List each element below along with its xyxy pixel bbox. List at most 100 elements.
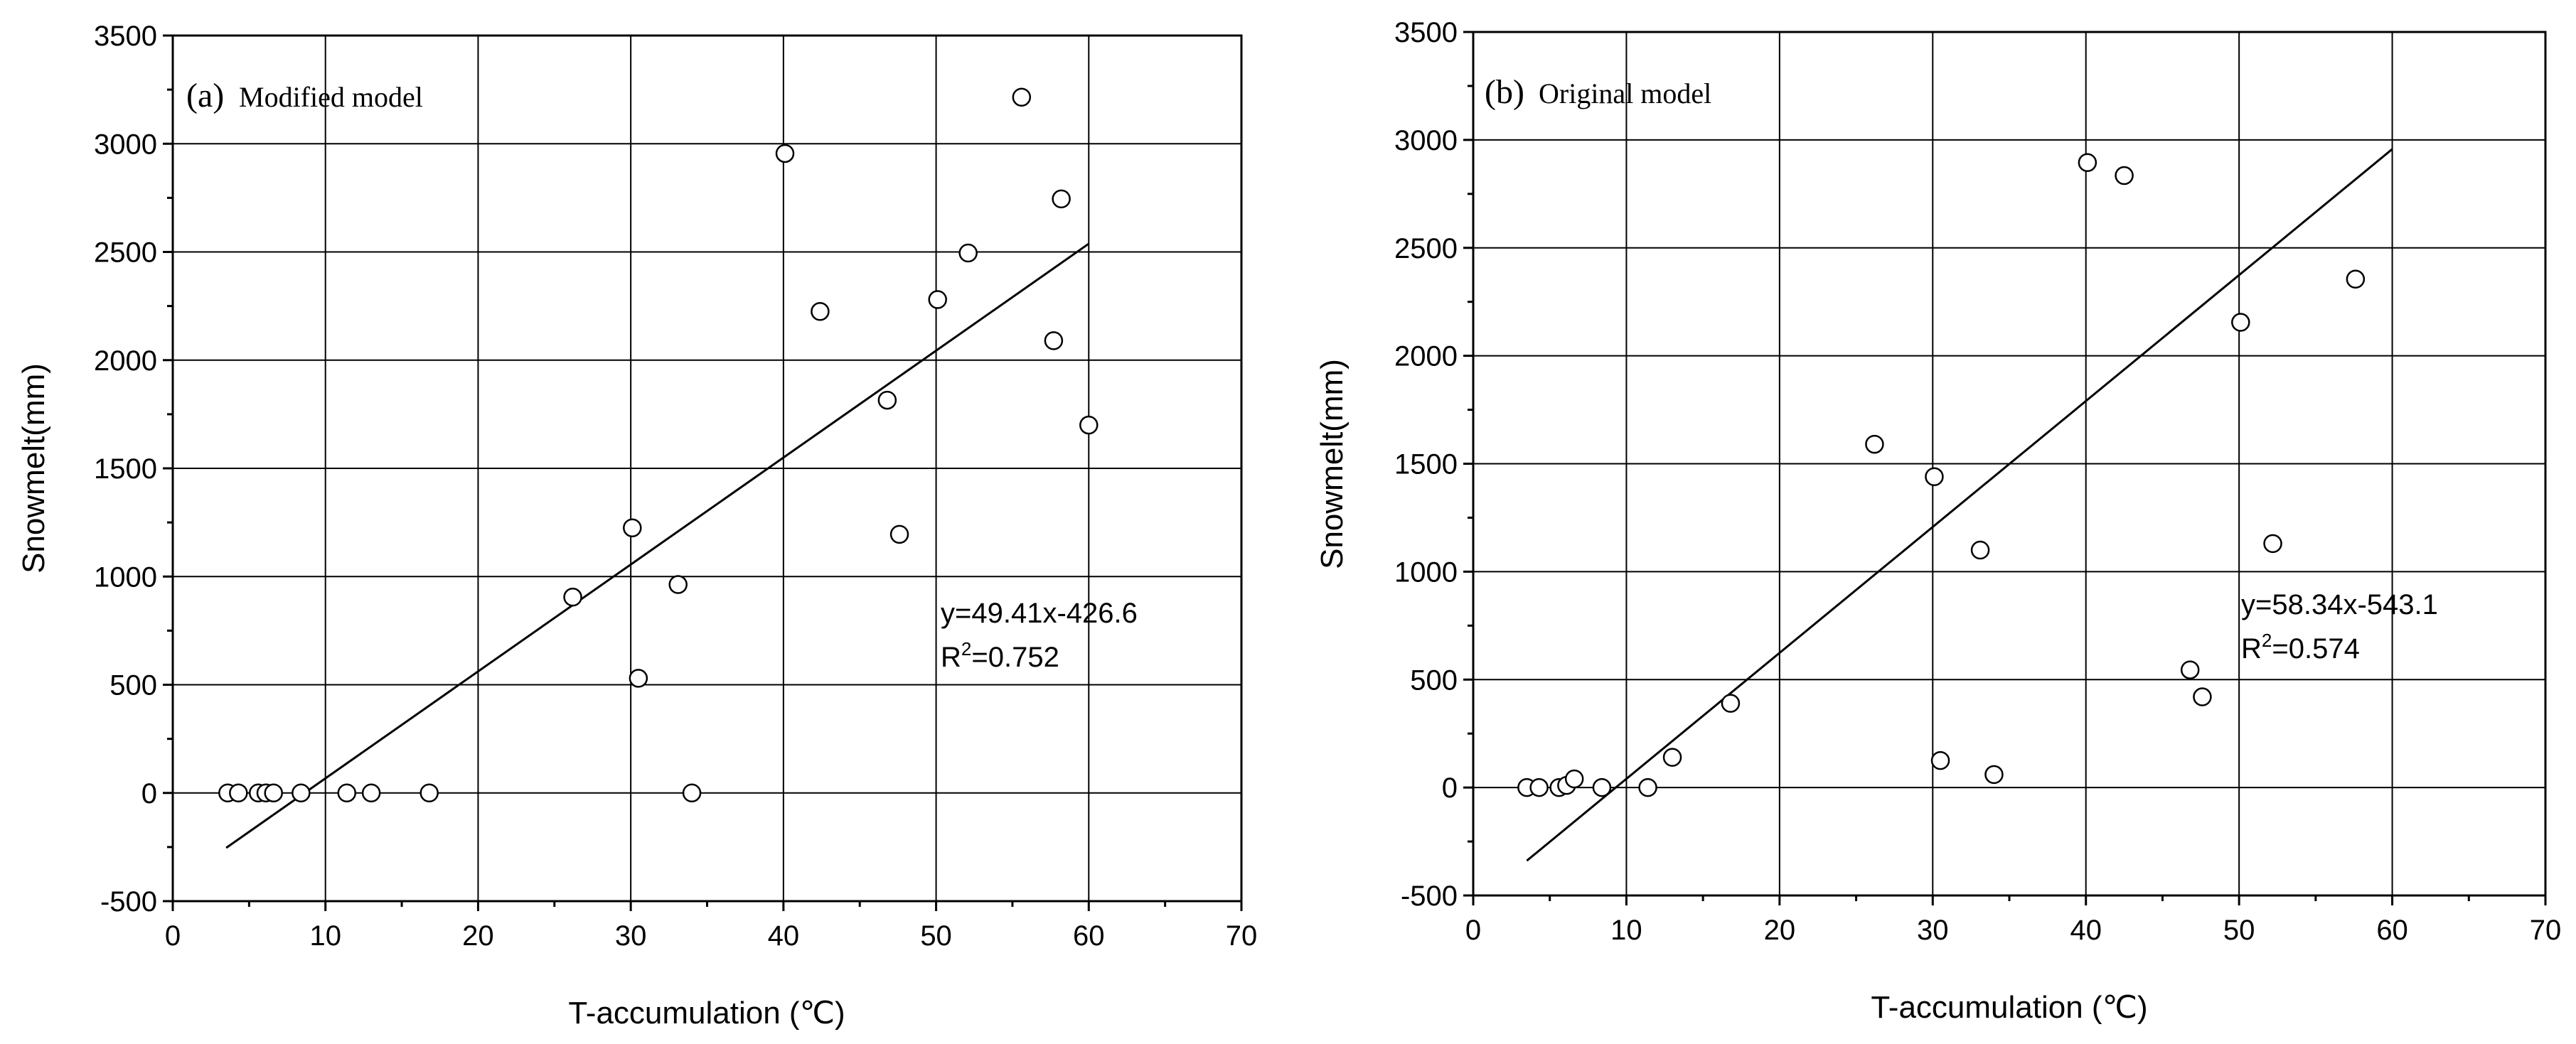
panel-a-point-11	[629, 669, 648, 688]
panel-a-r2-prefix: R	[941, 642, 961, 673]
panel-b-x-tick-label-2: 20	[1764, 915, 1796, 946]
panel-a-y-tick-label-7: 3000	[94, 129, 157, 160]
panel-b-fit-line	[1526, 148, 2393, 862]
panel-a-point-15	[811, 301, 830, 321]
panel-a-y-tick-label-2: 500	[109, 670, 157, 701]
panel-b-point-8	[1721, 694, 1741, 713]
panel-b-x-tick-label-5: 50	[2223, 915, 2255, 946]
panel-a-y-tick-label-1: 0	[141, 778, 157, 809]
panel-b-point-12	[1970, 540, 1990, 560]
panel-a-grid	[173, 36, 1241, 901]
panel-b-point-13	[1984, 765, 2004, 785]
panel-b-y-tick-label-1: 0	[1442, 773, 1458, 804]
panel-a-y-tick-label-3: 1000	[94, 561, 157, 593]
panel-a-point-7	[361, 783, 381, 802]
panel-b-r2-prefix: R	[2241, 633, 2262, 664]
panel-b-y-tick-label-8: 3500	[1394, 17, 1458, 48]
panel-b-x-tick-label-4: 40	[2070, 915, 2102, 946]
panel-a-chart: 0 10 20 30 40 50 60 70 -500 0 500 1000 1500 2000 2500 3…	[16, 21, 1257, 1030]
panel-b-point-5	[1592, 777, 1612, 797]
panel-b-label: (b)	[1485, 73, 1524, 111]
panel-b-equation: y=58.34x-543.1	[2241, 589, 2438, 620]
panel-a-point-13	[682, 783, 702, 802]
panel-b-point-11	[1930, 750, 1950, 770]
panel-b-point-16	[2180, 660, 2200, 679]
panel-a-fit-line	[225, 242, 1090, 849]
panel-b-point-14	[2078, 153, 2097, 173]
panel-b-x-tick-label-0: 0	[1465, 915, 1481, 946]
panel-b-points	[1517, 153, 2366, 797]
panel-a-point-19	[958, 243, 978, 263]
panel-b-subtitle: Original model	[1539, 77, 1711, 109]
panel-b-point-19	[2263, 534, 2282, 554]
panel-a-x-axis-title: T-accumulation (℃)	[568, 996, 845, 1030]
panel-a-point-12	[668, 575, 688, 594]
panel-a-r2: R2=0.752	[941, 638, 1059, 673]
panel-a-y-tick-label-6: 2500	[94, 237, 157, 269]
panel-b-y-tick-label-4: 1500	[1394, 449, 1458, 480]
panel-b-y-tick-label-0: -500	[1401, 881, 1458, 912]
panel-a-x-tick-label-0: 0	[165, 920, 181, 952]
panel-b-point-9	[1865, 434, 1884, 454]
panel-a-r2-value: =0.752	[971, 642, 1059, 673]
panel-a-x-tick-label-5: 50	[920, 920, 952, 952]
panel-a-point-5	[292, 783, 311, 802]
panel-b-x-tick-label-7: 70	[2530, 915, 2562, 946]
panel-a-y-tick-label-4: 1500	[94, 453, 157, 485]
panel-a-x-tick-label-7: 70	[1226, 920, 1258, 952]
panel-a-point-8	[419, 783, 439, 802]
panel-b-point-15	[2115, 166, 2134, 185]
panel-b-x-axis-title: T-accumulation (℃)	[1871, 990, 2147, 1025]
panel-b-y-tick-label-6: 2500	[1394, 233, 1458, 264]
panel-b-point-4	[1564, 769, 1584, 789]
panel-a-point-17	[889, 524, 909, 544]
panel-a-points	[218, 87, 1099, 802]
panel-a-point-6	[337, 783, 357, 802]
panel-b-x-tick-label-3: 30	[1917, 915, 1949, 946]
panel-a-y-tick-label-8: 3500	[94, 21, 157, 52]
panel-b-y-tick-label-2: 500	[1410, 664, 1458, 696]
panel-b-r2: R2=0.574	[2241, 630, 2360, 664]
panel-b-point-17	[2193, 687, 2212, 706]
panel-a-point-23	[1079, 415, 1099, 435]
panel-b-r2-value: =0.574	[2272, 633, 2359, 664]
panel-b-r2-sup: 2	[2262, 630, 2272, 651]
panel-b-point-20	[2346, 269, 2366, 289]
panel-b-y-tick-label-5: 2000	[1394, 341, 1458, 372]
panel-b-point-18	[2231, 313, 2250, 332]
panel-b-point-7	[1662, 748, 1682, 767]
panel-a-x-tick-label-1: 10	[309, 920, 341, 952]
panel-b-x-tick-label-1: 10	[1610, 915, 1642, 946]
panel-b-ticks: 0 10 20 30 40 50 60 70-500050010001500200025003…	[1394, 17, 2561, 946]
panel-a-point-16	[877, 390, 897, 410]
panel-a-point-22	[1052, 189, 1071, 209]
panel-a-point-1	[229, 783, 248, 802]
panel-a-point-4	[264, 783, 283, 802]
panel-a-x-tick-label-6: 60	[1073, 920, 1105, 952]
panel-b-chart: 0 10 20 30 40 50 60 70-500050010001500200025003…	[1315, 17, 2561, 1025]
panel-a-point-20	[1012, 87, 1032, 107]
panel-a-x-tick-label-3: 30	[615, 920, 647, 952]
panel-b-fit	[1526, 148, 2393, 862]
panel-b-point-6	[1638, 777, 1657, 797]
panel-a-equation: y=49.41x-426.6	[941, 598, 1138, 629]
panel-a-y-tick-label-5: 2000	[94, 345, 157, 377]
panel-a-subtitle: Modified model	[239, 81, 423, 113]
panel-a-point-9	[563, 587, 582, 607]
panel-a-point-21	[1044, 331, 1064, 350]
panel-b-y-tick-label-7: 3000	[1394, 125, 1458, 156]
panel-a-point-10	[623, 518, 642, 537]
panel-b-point-1	[1529, 777, 1549, 797]
panel-a-point-18	[928, 290, 947, 309]
panel-a-fit	[225, 242, 1090, 849]
panel-b-point-10	[1925, 467, 1944, 486]
panel-a-x-tick-label-4: 40	[768, 920, 800, 952]
panel-b-y-axis-title: Snowmelt(mm)	[1315, 359, 1350, 569]
panel-b-x-tick-label-6: 60	[2376, 915, 2408, 946]
panel-a-y-tick-label-0: -500	[100, 886, 157, 917]
panel-a-x-tick-label-2: 20	[462, 920, 494, 952]
panel-a-y-axis-title: Snowmelt(mm)	[16, 363, 51, 574]
panel-a-label: (a)	[186, 77, 224, 114]
panel-b-y-tick-label-3: 1000	[1394, 556, 1458, 588]
